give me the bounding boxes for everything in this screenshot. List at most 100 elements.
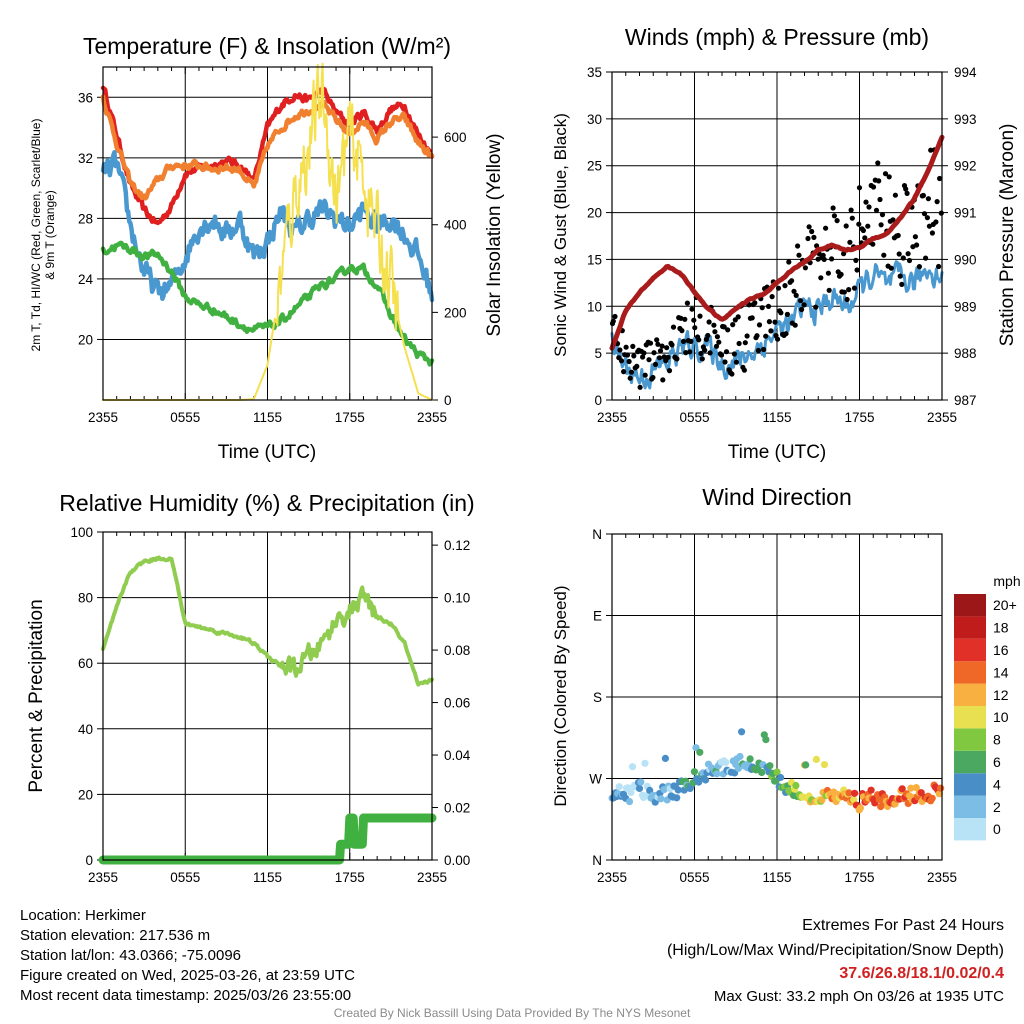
direction-point [792, 781, 800, 790]
direction-point [812, 755, 821, 764]
wind-gust-point [851, 285, 858, 291]
wind-gust-point [735, 314, 741, 320]
wind-gust-point [873, 207, 880, 213]
wind-xtick-label: 2355 [597, 410, 627, 425]
wind-ytick-label: 25 [587, 159, 602, 174]
wind-gust-point [793, 292, 799, 298]
temp-ytick-right-label: 600 [444, 130, 467, 145]
wind-gust-point [933, 219, 939, 225]
wind-gust-point [688, 338, 694, 344]
wind-gust-point [697, 313, 703, 319]
wind-gust-point [782, 283, 788, 289]
wind-gust-point [637, 384, 643, 390]
wind-gust-point [866, 204, 872, 210]
rh-ytick-right-label: 0.06 [444, 696, 470, 711]
wind-ytick-label: 35 [587, 65, 602, 80]
info-recent: Most recent data timestamp: 2025/03/26 2… [20, 987, 352, 1004]
wind-gust-point [650, 374, 656, 381]
wind-ytick-right-label: 988 [954, 346, 977, 361]
temp-ytick-right-label: 400 [444, 218, 467, 233]
station-pressure-series [609, 134, 945, 351]
rh-ytick-right-label: 0.00 [444, 853, 470, 868]
wind-gust-point [844, 296, 850, 303]
info-latlon: Station lat/lon: 43.0366; -75.0096 [20, 947, 242, 964]
colorbar-label: 14 [993, 664, 1009, 680]
rh-xtick-label: 2355 [88, 870, 118, 885]
direction-point [637, 778, 645, 786]
colorbar-swatch [954, 795, 986, 818]
wind-gust-point [784, 311, 791, 317]
temp-y-axis-label-2: & 9m T (Orange) [43, 190, 57, 280]
direction-point [627, 788, 635, 797]
wind-gust-point [624, 352, 631, 358]
rh-ytick-label: 40 [78, 722, 93, 737]
wind-gust-point [875, 160, 881, 166]
wind-ytick-label: 5 [594, 346, 602, 361]
rh-ytick-right-label: 0.08 [444, 643, 470, 658]
colorbar-swatch [954, 773, 986, 796]
wind-gust-point [749, 315, 755, 321]
colorbar-swatch [954, 616, 986, 639]
wind-gust-point [759, 305, 765, 311]
wind-gust-point [775, 336, 781, 342]
wind-gust-point [744, 333, 750, 339]
wind-gust-point [923, 255, 929, 261]
wind-gust-point [921, 211, 928, 217]
wind-gust-point [877, 196, 883, 203]
wind-gust-point [666, 368, 673, 374]
wind-ytick-label: 15 [587, 252, 602, 267]
wind-gust-point [905, 251, 911, 257]
wind-gust-point [860, 227, 867, 234]
wind-gust-point [876, 178, 882, 184]
wind-gust-point [914, 242, 920, 248]
wind-gust-point [775, 285, 782, 291]
direction-point [820, 761, 829, 769]
wind-ytick-right-label: 987 [954, 393, 977, 408]
wind-gust-point [778, 310, 784, 316]
wind-gust-point [660, 377, 666, 383]
wind-gust-point [654, 337, 660, 343]
direction-point [802, 761, 810, 769]
wind-gust-point [926, 223, 933, 229]
wind-gust-point [789, 278, 795, 284]
wind-gust-point [802, 265, 809, 271]
wind-gust-point [772, 319, 778, 325]
info-elevation: Station elevation: 217.536 m [20, 927, 211, 944]
direction-point [746, 755, 754, 763]
direction-point [734, 764, 743, 773]
direction-point [673, 794, 681, 802]
rh-ytick-right-label: 0.10 [444, 591, 470, 606]
direction-point [851, 789, 859, 797]
wind-gust-point [881, 252, 887, 258]
wind-gust-point [912, 234, 919, 240]
wind-gust-point [730, 322, 736, 328]
wind-gust-point [895, 232, 901, 239]
temp-x-axis-label: Time (UTC) [218, 442, 317, 463]
rh-ytick-right-label: 0.12 [444, 538, 470, 553]
wind-chart-title: Winds (mph) & Pressure (mb) [625, 24, 929, 50]
wind-gust-point [691, 317, 697, 323]
wind-gust-point [936, 263, 942, 270]
wind-gust-point [714, 334, 721, 340]
wind-gust-point [768, 328, 774, 334]
wind-gust-point [689, 306, 695, 312]
rh-xtick-label: 0555 [170, 870, 200, 885]
wind-gust-point [646, 357, 652, 363]
temp-ytick-label: 32 [78, 151, 93, 166]
wind-xtick-label: 1755 [844, 410, 874, 425]
rh-ytick-label: 100 [70, 525, 93, 540]
wind-gust-point [805, 235, 811, 242]
wind-xtick-label: 1155 [762, 410, 791, 425]
direction-point [935, 790, 943, 798]
wind-gust-point [870, 241, 876, 247]
direction-point [661, 754, 670, 763]
credit-line: Created By Nick Bassill Using Data Provi… [333, 1006, 691, 1020]
wind-ytick-right-label: 994 [954, 65, 977, 80]
wind-gust-point [642, 372, 648, 378]
colorbar-label: 6 [993, 754, 1001, 770]
colorbar-swatch [954, 750, 986, 774]
temp-border [102, 66, 433, 401]
rh-ytick-label: 20 [78, 787, 93, 802]
colorbar-label: 18 [993, 620, 1009, 636]
wind-gust-point [664, 345, 670, 351]
